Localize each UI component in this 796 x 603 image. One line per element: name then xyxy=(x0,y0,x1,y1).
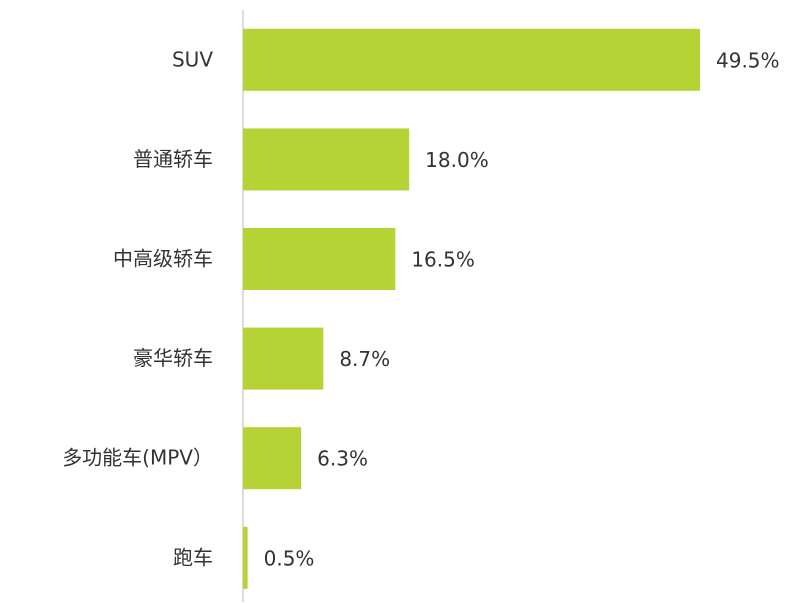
value-label: 16.5% xyxy=(411,248,475,272)
category-label: 跑车 xyxy=(173,545,213,569)
bar xyxy=(243,526,248,589)
category-label: SUV xyxy=(172,47,213,71)
bar xyxy=(243,28,700,91)
value-label: 8.7% xyxy=(339,347,390,371)
value-label: 0.5% xyxy=(264,546,315,570)
value-label: 6.3% xyxy=(317,447,368,471)
bar xyxy=(243,327,324,390)
category-label: 中高级轿车 xyxy=(113,247,213,271)
bar xyxy=(243,228,396,290)
value-label: 18.0% xyxy=(425,148,489,172)
category-label: 豪华轿车 xyxy=(133,346,213,370)
bar xyxy=(243,128,410,191)
bar xyxy=(243,427,302,490)
category-label: 普通轿车 xyxy=(133,147,213,171)
value-label: 49.5% xyxy=(716,48,780,72)
category-label: 多功能车(MPV） xyxy=(62,446,213,470)
